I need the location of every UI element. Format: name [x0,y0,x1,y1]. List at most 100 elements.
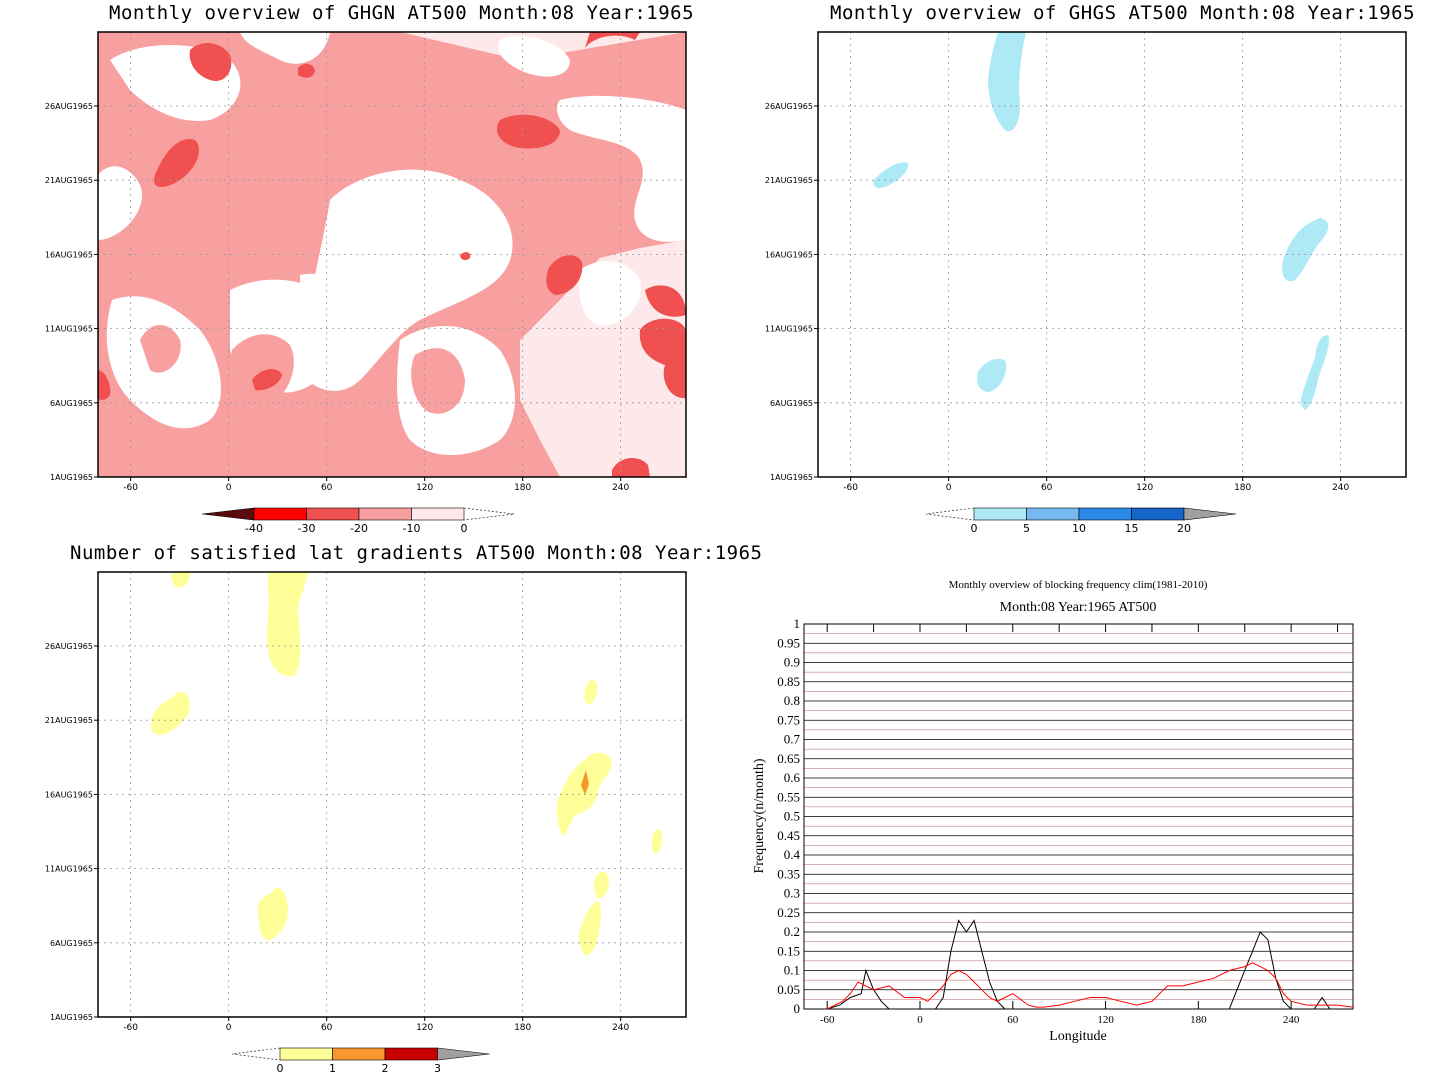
map-panel-1: -60 0 60 120 180 240 1AUG1965 6AUG1965 11AUG1965… [45,31,687,493]
y-tick-label: 0.85 [777,674,800,689]
y-tick-label: 0.5 [784,809,800,824]
x-tick-label: 120 [416,483,433,493]
colorbar-arrow-low [201,507,255,521]
panel1-title: Monthly overview of GHGN AT500 Month:08 … [109,2,695,24]
contour-region [98,166,142,240]
y-tick-label: 0.95 [777,635,800,650]
contour-region [98,370,111,400]
x-tick-label: -60 [820,1014,835,1026]
contour-region [546,255,583,295]
colorbar-label: 1 [329,1062,336,1075]
map-panel-2: -60 0 60 120 180 240 1AUG1965 6AUG1965 11AUG1965… [765,31,1407,493]
x-tick-label: 120 [416,1023,433,1033]
y-tick-label: 0.55 [777,789,800,804]
colorbar-3: 0 1 2 3 [231,1047,490,1075]
series-line-1 [804,919,1353,1010]
y-tick-label: 0.25 [777,905,800,920]
colorbar-label: -30 [298,522,316,535]
y-tick-label: 0.2 [784,924,800,939]
x-tick-label: 0 [917,1014,923,1026]
y-tick-label: 1AUG1965 [770,473,813,482]
colorbar-2: 0 5 10 15 20 [925,507,1237,535]
contour-region [252,368,282,391]
chart-title: Monthly overview of blocking frequency c… [949,579,1208,591]
y-tick-label: 0.7 [784,732,801,747]
contour-region [594,871,610,899]
contour-region [585,32,640,48]
x-tick-label: 240 [1332,483,1349,493]
x-tick-label: 120 [1136,483,1153,493]
contour-region [240,32,330,64]
x-tick-label: -60 [843,483,858,493]
contour-region [1300,335,1329,410]
map-panel-3: -60 0 60 120 180 240 1AUG1965 6AUG1965 11AUG1965… [45,571,687,1033]
colorbar-label: 0 [461,522,468,535]
colorbar-swatch [1026,507,1080,521]
contour-region [171,572,190,588]
x-tick-label: 0 [946,483,952,493]
colorbar-swatch [1078,507,1132,521]
y-tick-label: 16AUG1965 [45,790,93,799]
contour-region [496,114,560,149]
map-frame [97,31,687,478]
contour-region [557,95,686,242]
x-tick-label: 180 [1190,1014,1207,1026]
map-frame [97,571,687,1018]
y-tick-label: 0.9 [784,655,800,670]
y-tick-label: 0.05 [777,982,800,997]
y-tick-label: 11AUG1965 [45,325,93,334]
y-tick-label: 0.8 [784,693,800,708]
y-tick-label: 0.3 [784,886,800,901]
colorbar-swatch [253,507,307,521]
contour-region [873,162,909,188]
contour-region [298,63,315,78]
x-tick-label: 240 [1283,1014,1300,1026]
colorbar-arrow-low [231,1047,281,1061]
contour-region [639,318,686,399]
y-tick-label: 1AUG1965 [50,473,93,482]
colorbar-label: -40 [245,522,263,535]
y-tick-label: 0.15 [777,943,800,958]
colorbar-label: 15 [1125,522,1139,535]
contour-fill [150,572,663,956]
line-chart: Monthly overview of blocking frequency c… [752,579,1354,1044]
y-tick-label: 16AUG1965 [45,250,93,259]
x-tick-label: 0 [226,1023,232,1033]
x-tick-label: 60 [1007,1014,1019,1026]
y-tick-label: 6AUG1965 [50,939,93,948]
x-tick-label: 180 [514,1023,531,1033]
x-tick-label: 60 [1041,483,1053,493]
x-tick-label: 240 [612,1023,629,1033]
x-tick-label: -60 [123,483,138,493]
colorbar-arrow-high [437,1047,490,1061]
y-tick-label: 0.75 [777,712,800,727]
contour-region [988,32,1026,132]
y-tick-label: 16AUG1965 [765,250,813,259]
contour-region [258,887,288,941]
colorbar-label: 5 [1023,522,1030,535]
colorbar-swatch [332,1047,386,1061]
panel2-title: Monthly overview of GHGS AT500 Month:08 … [830,2,1416,24]
x-tick-label: 120 [1097,1014,1114,1026]
contour-region [1282,218,1329,282]
contour-region [267,572,308,677]
x-tick-label: -60 [123,1023,138,1033]
y-tick-label: 0.65 [777,751,800,766]
colorbar-label: -20 [350,522,368,535]
colorbar-swatch [973,507,1027,521]
x-tick-label: 0 [226,483,232,493]
contour-region [460,252,471,261]
y-tick-label: 21AUG1965 [765,176,813,185]
colorbar-swatch [384,1047,438,1061]
x-axis-label: Longitude [1049,1029,1107,1044]
y-tick-label: 6AUG1965 [770,399,813,408]
colorbar-swatch [411,507,465,521]
y-tick-label: 11AUG1965 [45,865,93,874]
y-tick-label: 0.45 [777,828,800,843]
colorbar-label: 0 [277,1062,284,1075]
colorbar-label: 20 [1177,522,1191,535]
colorbar-arrow-low [925,507,975,521]
contour-region [154,139,200,187]
y-tick-label: 0 [794,1001,801,1016]
y-tick-label: 11AUG1965 [765,325,813,334]
